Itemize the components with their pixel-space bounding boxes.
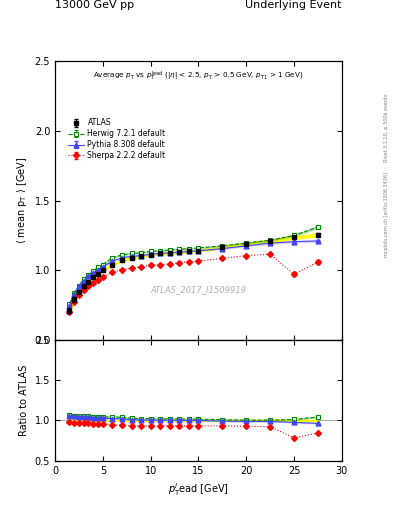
Text: 13000 GeV pp: 13000 GeV pp [55, 0, 134, 10]
Text: Underlying Event: Underlying Event [245, 0, 342, 10]
Y-axis label: Ratio to ATLAS: Ratio to ATLAS [19, 365, 29, 436]
Text: Average $p_{\rm T}$ vs $p_{\rm T}^{\rm lead}$ ($|\eta|$ < 2.5, $p_{\rm T}$ > 0.5: Average $p_{\rm T}$ vs $p_{\rm T}^{\rm l… [93, 70, 304, 83]
X-axis label: $p_{\rm T}^{l}$ead [GeV]: $p_{\rm T}^{l}$ead [GeV] [168, 481, 229, 498]
Text: ATLAS_2017_I1509919: ATLAS_2017_I1509919 [151, 285, 246, 294]
Y-axis label: $\langle$ mean p$_{\rm T}$ $\rangle$ [GeV]: $\langle$ mean p$_{\rm T}$ $\rangle$ [Ge… [15, 157, 29, 244]
Text: Rivet 3.1.10, ≥ 500k events: Rivet 3.1.10, ≥ 500k events [384, 94, 389, 162]
Legend: ATLAS, Herwig 7.2.1 default, Pythia 8.308 default, Sherpa 2.2.2 default: ATLAS, Herwig 7.2.1 default, Pythia 8.30… [64, 115, 169, 163]
Text: mcplots.cern.ch [arXiv:1306.3436]: mcplots.cern.ch [arXiv:1306.3436] [384, 173, 389, 258]
